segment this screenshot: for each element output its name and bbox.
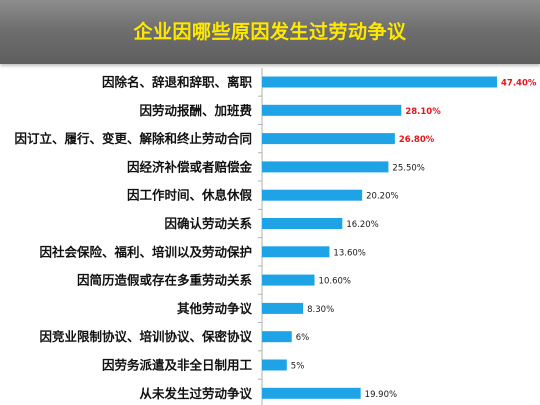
title-banner <box>0 0 540 64</box>
data-label: 5% <box>291 362 305 372</box>
bar <box>262 359 287 371</box>
data-label: 26.80% <box>399 135 435 145</box>
category-label: 因社会保险、福利、培训以及劳动保护 <box>39 244 252 259</box>
category-label: 因经济补偿或者赔偿金 <box>127 159 253 174</box>
category-label: 因竞业限制协议、培训协议、保密协议 <box>39 329 252 344</box>
category-label: 从未发生过劳动争议 <box>139 386 252 401</box>
bar <box>262 387 361 399</box>
data-label: 16.20% <box>346 220 378 230</box>
category-label: 因劳务派遣及非全日制用工 <box>102 358 253 373</box>
chart-title: 企业因哪些原因发生过劳动争议 <box>133 21 407 43</box>
category-label: 因劳动报酬、加班费 <box>139 103 252 118</box>
bar <box>262 302 304 314</box>
data-label: 25.50% <box>392 163 424 173</box>
data-label: 8.30% <box>307 305 334 315</box>
data-label: 47.40% <box>501 79 537 89</box>
data-label: 28.10% <box>405 107 441 117</box>
category-label: 其他劳动争议 <box>177 301 253 316</box>
category-label: 因工作时间、休息休假 <box>127 188 253 203</box>
category-label: 因简历造假或存在多重劳动关系 <box>77 273 253 288</box>
bar <box>262 104 402 116</box>
bar <box>262 133 395 145</box>
bar <box>262 189 363 201</box>
category-label: 因订立、履行、变更、解除和终止劳动合同 <box>14 131 252 146</box>
bar <box>262 218 343 229</box>
data-label: 13.60% <box>333 248 365 258</box>
data-label: 19.90% <box>365 390 397 400</box>
bar <box>262 331 292 343</box>
data-label: 6% <box>296 333 310 343</box>
bar <box>262 76 497 88</box>
bar <box>262 246 330 258</box>
data-label: 20.20% <box>366 192 398 202</box>
bar <box>262 274 315 286</box>
bar <box>262 161 389 173</box>
category-label: 因确认劳动关系 <box>164 216 252 231</box>
category-label: 因除名、辞退和辞职、离职 <box>102 75 253 90</box>
bar-chart: 因除名、辞退和辞职、离职 47.40% 因劳动报酬、加班费 28.10% 因订立、履行、… <box>14 68 537 405</box>
data-label: 10.60% <box>319 277 351 287</box>
